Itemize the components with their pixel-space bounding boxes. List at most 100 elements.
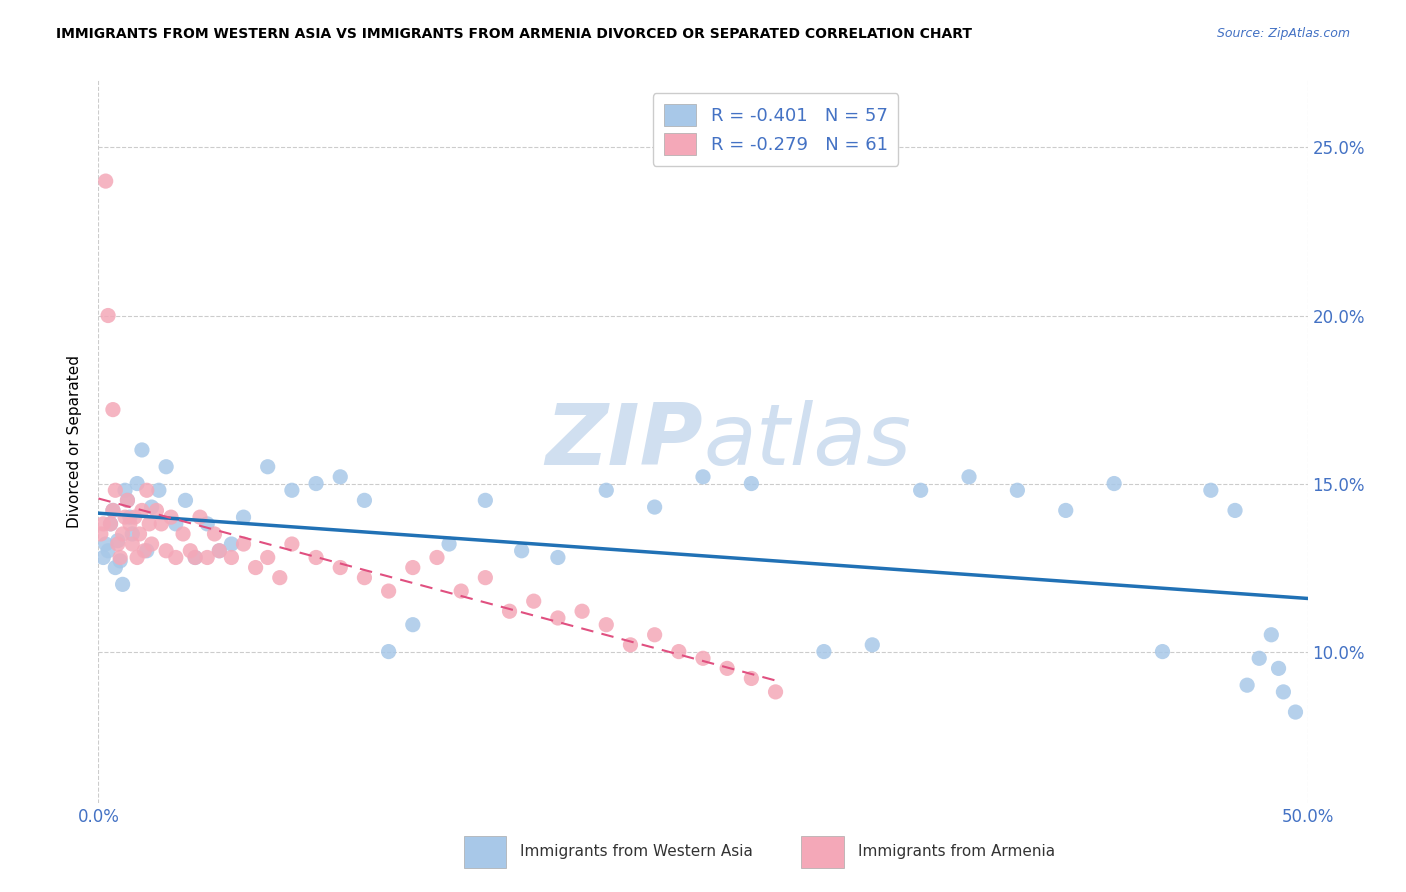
Point [256,459,278,474]
Point [595,483,617,498]
Point [281,483,304,498]
Point [108,550,131,565]
Point [571,604,593,618]
Point [107,537,129,551]
Point [155,459,177,474]
Point [474,493,496,508]
Point [188,510,211,524]
Point [1199,483,1222,498]
Point [91,550,114,565]
Point [1236,678,1258,692]
Point [644,500,666,514]
Point [813,644,835,658]
Point [128,527,150,541]
Point [353,493,375,508]
Legend: R = -0.401   N = 57, R = -0.279   N = 61: R = -0.401 N = 57, R = -0.279 N = 61 [652,93,898,166]
Point [97,309,120,323]
Point [117,493,139,508]
Text: Immigrants from Armenia: Immigrants from Armenia [858,845,1054,859]
Point [740,476,762,491]
Point [104,483,127,498]
Point [165,516,187,531]
Point [114,510,136,524]
Point [195,516,218,531]
Point [329,560,352,574]
Point [117,493,139,508]
Point [172,527,194,541]
Point [716,661,738,675]
Point [179,543,201,558]
Point [90,527,112,541]
Point [595,617,617,632]
Point [765,685,787,699]
Point [644,628,666,642]
Text: Source: ZipAtlas.com: Source: ZipAtlas.com [1216,27,1350,40]
Point [1284,705,1306,719]
Point [426,550,449,565]
Point [101,402,124,417]
Point [131,442,153,457]
Point [208,543,231,558]
Point [121,527,143,541]
Point [245,560,267,574]
Point [134,543,156,558]
Point [305,550,328,565]
Point [1054,503,1077,517]
Point [121,537,143,551]
Point [97,543,120,558]
Point [740,672,762,686]
Point [547,611,569,625]
Point [1260,628,1282,642]
Point [1249,651,1271,665]
Point [450,584,472,599]
Point [221,537,243,551]
Text: IMMIGRANTS FROM WESTERN ASIA VS IMMIGRANTS FROM ARMENIA DIVORCED OR SEPARATED CO: IMMIGRANTS FROM WESTERN ASIA VS IMMIGRAN… [56,27,972,41]
Point [474,571,496,585]
Point [184,550,207,565]
Text: ZIP: ZIP [546,400,703,483]
Point [141,537,163,551]
Point [94,174,117,188]
Point [101,503,124,517]
Point [100,516,122,531]
Point [402,617,425,632]
Point [124,510,146,524]
Point [174,493,197,508]
Point [138,516,160,531]
Point [957,470,980,484]
Point [1102,476,1125,491]
Point [135,543,157,558]
Point [127,476,149,491]
FancyBboxPatch shape [801,836,844,868]
Point [547,550,569,565]
Point [329,470,352,484]
Point [510,543,533,558]
Point [104,560,127,574]
Point [141,500,163,514]
Point [107,533,129,548]
Point [1267,661,1289,675]
Point [1272,685,1295,699]
Point [127,550,149,565]
Point [111,527,134,541]
Y-axis label: Divorced or Separated: Divorced or Separated [67,355,83,528]
FancyBboxPatch shape [464,836,506,868]
Point [160,510,183,524]
Point [256,550,278,565]
Point [208,543,231,558]
Point [353,571,375,585]
Point [204,527,226,541]
Point [402,560,425,574]
Point [118,516,141,531]
Point [860,638,883,652]
Point [91,516,114,531]
Point [692,651,714,665]
Point [195,550,218,565]
Text: Immigrants from Western Asia: Immigrants from Western Asia [520,845,754,859]
Text: atlas: atlas [703,400,911,483]
Point [498,604,520,618]
Point [221,550,243,565]
Point [108,554,131,568]
Point [437,537,460,551]
Point [101,503,124,517]
